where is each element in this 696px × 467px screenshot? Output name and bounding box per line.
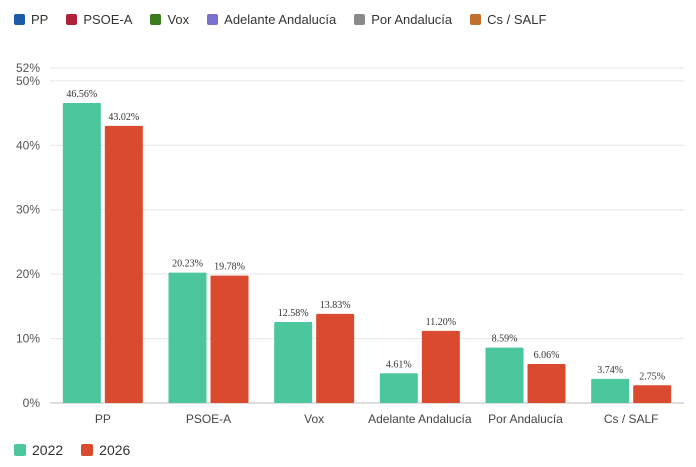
bar-2026 [421, 330, 460, 403]
party-legend-item[interactable]: PSOE-A [66, 12, 132, 27]
bar-2026 [210, 275, 249, 403]
bar-2026 [316, 313, 355, 403]
legend-swatch [66, 14, 78, 25]
party-legend-item[interactable]: Adelante Andalucía [207, 12, 336, 27]
data-label: 13.83% [320, 300, 351, 311]
legend-label: PP [31, 12, 49, 27]
category-label: Por Andalucía [488, 412, 563, 426]
data-label: 4.61% [386, 359, 412, 370]
y-axis-ticks: 0% 10% 20% 30% 40% 50%52% [16, 61, 40, 410]
party-legend: PP PSOE-A Vox Adelante Andalucía Por Andaluc… [14, 12, 564, 27]
bar-2022 [168, 272, 207, 403]
party-legend-item[interactable]: Por Andalucía [354, 12, 452, 27]
series-legend-item[interactable]: 2022 [14, 442, 63, 458]
bar-2022 [274, 321, 313, 403]
legend-swatch [207, 14, 219, 25]
legend-label: 2026 [99, 442, 131, 458]
category-label: PSOE-A [186, 412, 231, 426]
y-tick-label: 30% [16, 203, 40, 217]
data-label: 20.23% [172, 259, 203, 270]
legend-label: 2022 [32, 442, 64, 458]
grid-lines [50, 67, 684, 404]
category-label: Cs / SALF [604, 412, 659, 426]
legend-swatch [470, 14, 482, 25]
bar-2026 [527, 363, 566, 403]
legend-label: Cs / SALF [487, 12, 547, 27]
bar-2026 [104, 125, 143, 403]
y-tick-label: 40% [16, 138, 40, 152]
data-label: 43.02% [108, 112, 139, 123]
bar-2026 [633, 385, 672, 403]
series-legend: 2022 2026 [14, 442, 148, 458]
data-label: 46.56% [66, 89, 97, 100]
data-label: 11.20% [426, 317, 456, 328]
legend-swatch [150, 14, 162, 25]
data-label: 6.06% [534, 350, 560, 361]
bars [62, 103, 672, 404]
data-label: 8.59% [492, 334, 518, 345]
y-tick-label: 0% [23, 396, 41, 410]
bar-2022 [485, 347, 524, 403]
legend-swatch [14, 444, 26, 456]
category-label: Adelante Andalucía [368, 412, 472, 426]
legend-label: Por Andalucía [371, 12, 453, 27]
y-tick-label: 10% [16, 332, 40, 346]
party-legend-item[interactable]: Vox [150, 12, 189, 27]
series-legend-item[interactable]: 2026 [81, 442, 130, 458]
bar-2022 [379, 373, 418, 403]
bar-2022 [591, 378, 630, 403]
legend-label: Adelante Andalucía [224, 12, 337, 27]
data-label: 12.58% [278, 308, 309, 319]
data-label: 3.74% [597, 365, 623, 376]
legend-label: Vox [167, 12, 190, 27]
legend-swatch [81, 444, 94, 456]
category-labels: PP PSOE-A Vox Adelante Andalucía Por Andaluc… [95, 412, 659, 426]
y-tick-label: 52% [16, 61, 40, 75]
party-legend-item[interactable]: Cs / SALF [470, 12, 546, 27]
category-label: PP [95, 412, 111, 426]
legend-swatch [354, 14, 366, 25]
party-legend-item[interactable]: PP [14, 12, 48, 27]
y-tick-label: 20% [16, 267, 40, 281]
y-tick-label: 50% [16, 74, 40, 88]
legend-swatch [14, 14, 25, 25]
data-label: 19.78% [214, 262, 245, 273]
legend-label: PSOE-A [83, 12, 133, 27]
category-label: Vox [304, 412, 324, 426]
bar-2022 [62, 103, 101, 404]
data-label: 2.75% [639, 371, 665, 382]
data-labels: 46.56% 43.02% 20.23% 19.78% 12.58% 13.83% 4.61… [66, 89, 665, 382]
